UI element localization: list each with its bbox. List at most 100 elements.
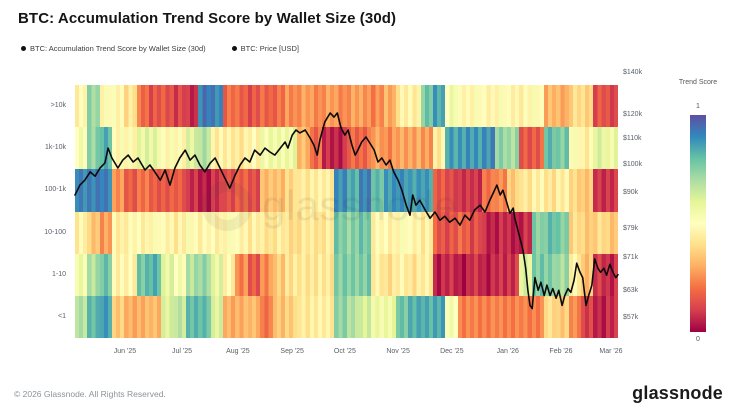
heatmap-cell[interactable] — [346, 253, 359, 296]
heatmap-cell[interactable] — [223, 253, 236, 296]
heatmap-cell[interactable] — [482, 85, 495, 128]
heatmap-cell[interactable] — [383, 211, 396, 254]
heatmap-cell[interactable] — [161, 253, 174, 296]
heatmap-cell[interactable] — [408, 85, 421, 128]
heatmap-cell[interactable] — [420, 169, 433, 212]
heatmap-cell[interactable] — [186, 253, 199, 296]
heatmap-cell[interactable] — [136, 295, 150, 339]
heatmap-cell[interactable] — [519, 253, 532, 296]
heatmap-cell[interactable] — [432, 253, 446, 296]
heatmap-cell[interactable] — [173, 169, 187, 212]
heatmap-cell[interactable] — [371, 85, 384, 128]
heatmap-cell[interactable] — [297, 211, 310, 254]
heatmap-cell[interactable] — [173, 127, 187, 170]
heatmap-cell[interactable] — [223, 295, 236, 339]
heatmap-cell[interactable] — [247, 295, 261, 339]
heatmap-cell[interactable] — [247, 85, 261, 128]
heatmap-cell[interactable] — [309, 253, 322, 296]
heatmap-cell[interactable] — [186, 295, 199, 339]
heatmap-cell[interactable] — [445, 253, 458, 296]
heatmap-cell[interactable] — [112, 127, 125, 170]
heatmap-cell[interactable] — [284, 169, 298, 212]
heatmap-cell[interactable] — [149, 127, 162, 170]
heatmap-cell[interactable] — [173, 85, 187, 128]
heatmap-cell[interactable] — [445, 295, 458, 339]
heatmap-cell[interactable] — [470, 169, 483, 212]
heatmap-cell[interactable] — [198, 211, 211, 254]
heatmap-cell[interactable] — [568, 85, 582, 128]
heatmap-cell[interactable] — [507, 253, 520, 296]
heatmap-cell[interactable] — [531, 253, 545, 296]
heatmap-cell[interactable] — [383, 253, 396, 296]
heatmap-cell[interactable] — [432, 169, 446, 212]
heatmap-cell[interactable] — [581, 211, 594, 254]
heatmap-cell[interactable] — [198, 85, 211, 128]
heatmap-cell[interactable] — [519, 85, 532, 128]
heatmap-cell[interactable] — [321, 253, 335, 296]
heatmap-cell[interactable] — [531, 127, 545, 170]
heatmap-cell[interactable] — [210, 85, 224, 128]
heatmap-cell[interactable] — [371, 295, 384, 339]
heatmap-cell[interactable] — [284, 253, 298, 296]
heatmap-cell[interactable] — [235, 295, 248, 339]
heatmap-cell[interactable] — [75, 253, 88, 296]
heatmap-cell[interactable] — [136, 169, 150, 212]
heatmap-cell[interactable] — [247, 127, 261, 170]
heatmap-cell[interactable] — [161, 295, 174, 339]
heatmap-cell[interactable] — [99, 127, 113, 170]
heatmap-cell[interactable] — [519, 295, 532, 339]
heatmap-cell[interactable] — [358, 211, 372, 254]
heatmap-cell[interactable] — [420, 211, 433, 254]
heatmap-cell[interactable] — [593, 85, 606, 128]
heatmap-cell[interactable] — [321, 169, 335, 212]
heatmap-cell[interactable] — [544, 169, 557, 212]
heatmap-cell[interactable] — [395, 127, 409, 170]
heatmap-cell[interactable] — [124, 211, 137, 254]
heatmap-cell[interactable] — [161, 211, 174, 254]
heatmap-cell[interactable] — [568, 253, 582, 296]
heatmap-cell[interactable] — [531, 211, 545, 254]
heatmap-cell[interactable] — [136, 127, 150, 170]
heatmap-cell[interactable] — [186, 85, 199, 128]
heatmap-cell[interactable] — [556, 211, 569, 254]
heatmap-cell[interactable] — [75, 127, 88, 170]
heatmap-cell[interactable] — [210, 169, 224, 212]
heatmap-cell[interactable] — [124, 127, 137, 170]
heatmap-cell[interactable] — [235, 211, 248, 254]
heatmap-cell[interactable] — [112, 85, 125, 128]
heatmap-cell[interactable] — [309, 295, 322, 339]
heatmap-cell[interactable] — [371, 253, 384, 296]
heatmap-cell[interactable] — [605, 295, 619, 339]
heatmap-cell[interactable] — [149, 295, 162, 339]
heatmap-cell[interactable] — [432, 127, 446, 170]
heatmap-cell[interactable] — [519, 127, 532, 170]
heatmap-cell[interactable] — [605, 253, 619, 296]
heatmap-cell[interactable] — [272, 85, 285, 128]
heatmap-cell[interactable] — [494, 169, 508, 212]
heatmap-cell[interactable] — [445, 169, 458, 212]
heatmap-cell[interactable] — [457, 253, 470, 296]
heatmap-cell[interactable] — [235, 169, 248, 212]
heatmap-cell[interactable] — [260, 85, 273, 128]
heatmap-cell[interactable] — [581, 169, 594, 212]
heatmap-cell[interactable] — [198, 127, 211, 170]
heatmap-cell[interactable] — [358, 85, 372, 128]
heatmap-cell[interactable] — [544, 85, 557, 128]
heatmap-cell[interactable] — [284, 127, 298, 170]
heatmap-cell[interactable] — [272, 211, 285, 254]
heatmap-cell[interactable] — [383, 127, 396, 170]
heatmap-cell[interactable] — [470, 211, 483, 254]
heatmap-cell[interactable] — [531, 169, 545, 212]
heatmap-cell[interactable] — [556, 169, 569, 212]
heatmap-cell[interactable] — [334, 127, 347, 170]
heatmap-cell[interactable] — [334, 253, 347, 296]
heatmap-cell[interactable] — [75, 85, 88, 128]
heatmap-cell[interactable] — [507, 127, 520, 170]
heatmap-cell[interactable] — [321, 211, 335, 254]
heatmap-cell[interactable] — [112, 169, 125, 212]
heatmap-cell[interactable] — [432, 85, 446, 128]
heatmap-cell[interactable] — [186, 127, 199, 170]
heatmap-cell[interactable] — [198, 253, 211, 296]
heatmap-cell[interactable] — [544, 253, 557, 296]
heatmap-cell[interactable] — [494, 127, 508, 170]
